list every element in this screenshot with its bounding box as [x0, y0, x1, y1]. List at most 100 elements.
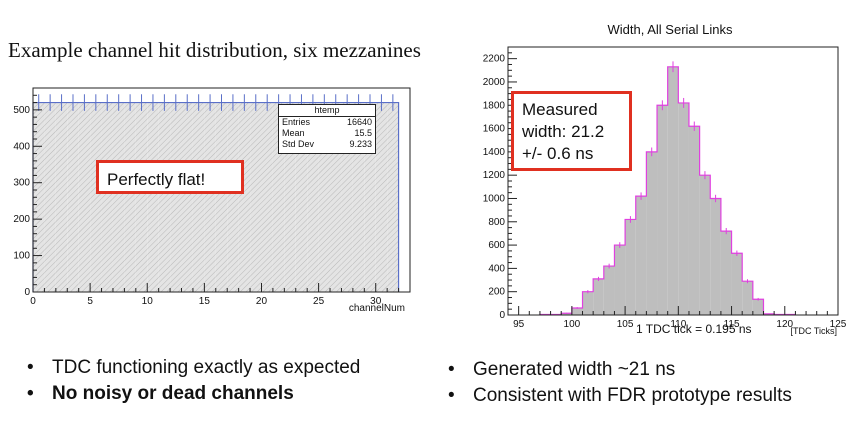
x-tick-label: 110 — [670, 319, 686, 330]
y-tick-label: 800 — [488, 217, 505, 228]
bullet-item: No noisy or dead channels — [25, 381, 360, 407]
x-tick-label: 125 — [830, 319, 847, 330]
y-tick-label: 2000 — [483, 77, 506, 88]
histogram-bar — [341, 102, 353, 292]
y-tick-label: 100 — [13, 251, 30, 262]
histogram-bar — [55, 102, 68, 292]
histogram-bar — [147, 102, 159, 292]
histogram-bar — [227, 102, 239, 292]
histogram-bar — [330, 102, 342, 292]
bullet-item: Generated width ~21 ns — [446, 357, 792, 383]
histogram-bar — [170, 102, 182, 292]
x-tick-label: 95 — [513, 319, 525, 330]
left-chart-title: Example channel hit distribution, six me… — [8, 38, 421, 62]
histogram-bar — [387, 102, 399, 292]
histogram-bar — [561, 313, 572, 315]
x-tick-label: 105 — [617, 319, 634, 330]
histogram-bar — [352, 102, 365, 292]
histogram-bar — [261, 102, 273, 292]
stats-label: Std Dev — [282, 139, 315, 149]
histogram-bar — [307, 102, 319, 292]
histogram-bar — [90, 102, 102, 292]
right-chart-title: Width, All Serial Links — [607, 22, 733, 37]
y-tick-label: 1200 — [483, 170, 506, 181]
histogram-bar — [78, 102, 91, 292]
histogram-bar — [318, 102, 331, 292]
y-tick-label: 600 — [488, 240, 505, 251]
histogram-bar — [603, 266, 615, 315]
x-tick-label: 20 — [256, 296, 268, 307]
histogram-bar — [284, 102, 296, 292]
stats-box-name: htemp — [279, 105, 375, 117]
stats-row-stddev: Std Dev 9.233 — [279, 139, 375, 150]
y-tick-label: 0 — [24, 287, 30, 298]
histogram-bar — [710, 198, 721, 315]
callout-line: Measured — [522, 100, 598, 119]
stats-value: 15.5 — [354, 128, 372, 138]
histogram-bar — [44, 102, 56, 292]
bullet-item: TDC functioning exactly as expected — [25, 355, 360, 381]
y-tick-label: 1000 — [483, 193, 506, 204]
histogram-bar — [101, 102, 113, 292]
histogram-outline — [539, 66, 797, 316]
x-tick-label: 0 — [30, 296, 36, 307]
stats-label: Mean — [282, 128, 305, 138]
histogram-bar — [752, 299, 764, 315]
y-tick-label: 300 — [13, 178, 30, 189]
x-tick-label: 15 — [199, 296, 211, 307]
histogram-bar — [33, 102, 45, 292]
y-tick-label: 1800 — [483, 100, 506, 111]
y-tick-label: 1400 — [483, 147, 506, 158]
histogram-bar — [688, 126, 700, 316]
x-tick-label: 100 — [564, 319, 581, 330]
histogram-bar — [204, 102, 216, 292]
histogram-bar — [667, 66, 679, 316]
callout-line: +/- 0.6 ns — [522, 144, 594, 163]
x-tick-label: 115 — [724, 319, 740, 330]
histogram-outline — [32, 101, 400, 292]
stats-row-mean: Mean 15.5 — [279, 128, 375, 139]
y-tick-label: 400 — [13, 141, 30, 152]
histogram-bar — [135, 102, 148, 292]
histogram-bar — [593, 278, 604, 315]
stats-row-entries: Entries 16640 — [279, 117, 375, 128]
histogram-bar — [720, 231, 732, 315]
x-axis-label: [TDC Ticks] — [791, 326, 838, 336]
histogram-bar — [238, 102, 251, 292]
stats-value: 16640 — [346, 117, 372, 127]
histogram-bar — [625, 219, 636, 315]
histogram-bar — [181, 102, 193, 292]
histogram-bar — [571, 308, 583, 315]
histogram-bar — [192, 102, 205, 292]
x-tick-label: 5 — [87, 296, 93, 307]
stats-value: 9.233 — [349, 139, 372, 149]
bullet-item: Consistent with FDR prototype results — [446, 383, 792, 409]
x-tick-label: 10 — [142, 296, 154, 307]
histogram-bar — [250, 102, 262, 292]
histogram-bar — [215, 102, 228, 292]
histogram-bar — [657, 105, 668, 316]
histogram-bar — [364, 102, 376, 292]
y-tick-label: 200 — [13, 214, 30, 225]
histogram-bar — [272, 102, 285, 292]
histogram-bar — [699, 175, 711, 315]
y-tick-label: 500 — [13, 105, 30, 116]
histogram-bar — [124, 102, 136, 292]
histogram-bar — [678, 102, 689, 315]
histogram-bar — [295, 102, 308, 292]
histogram-bar — [614, 245, 626, 315]
y-tick-label: 2200 — [483, 54, 506, 65]
histogram-bar — [375, 102, 388, 292]
histogram-bar — [112, 102, 125, 292]
callout-line: width: 21.2 — [522, 122, 605, 141]
histogram-bar — [635, 196, 647, 315]
y-tick-label: 1600 — [483, 124, 506, 135]
stats-label: Entries — [282, 117, 311, 127]
width-histogram: 95 100 105 110 115 120 125 0 200 400 600 800 1000 120… — [483, 46, 847, 336]
x-axis-label: channelNum — [349, 303, 405, 314]
x-tick-label: 30 — [370, 296, 382, 307]
x-tick-label: 25 — [313, 296, 325, 307]
x-tick-label: 120 — [776, 319, 793, 330]
y-tick-label: 200 — [488, 287, 505, 298]
measured-width-callout: Measured width: 21.2 +/- 0.6 ns — [511, 91, 632, 171]
